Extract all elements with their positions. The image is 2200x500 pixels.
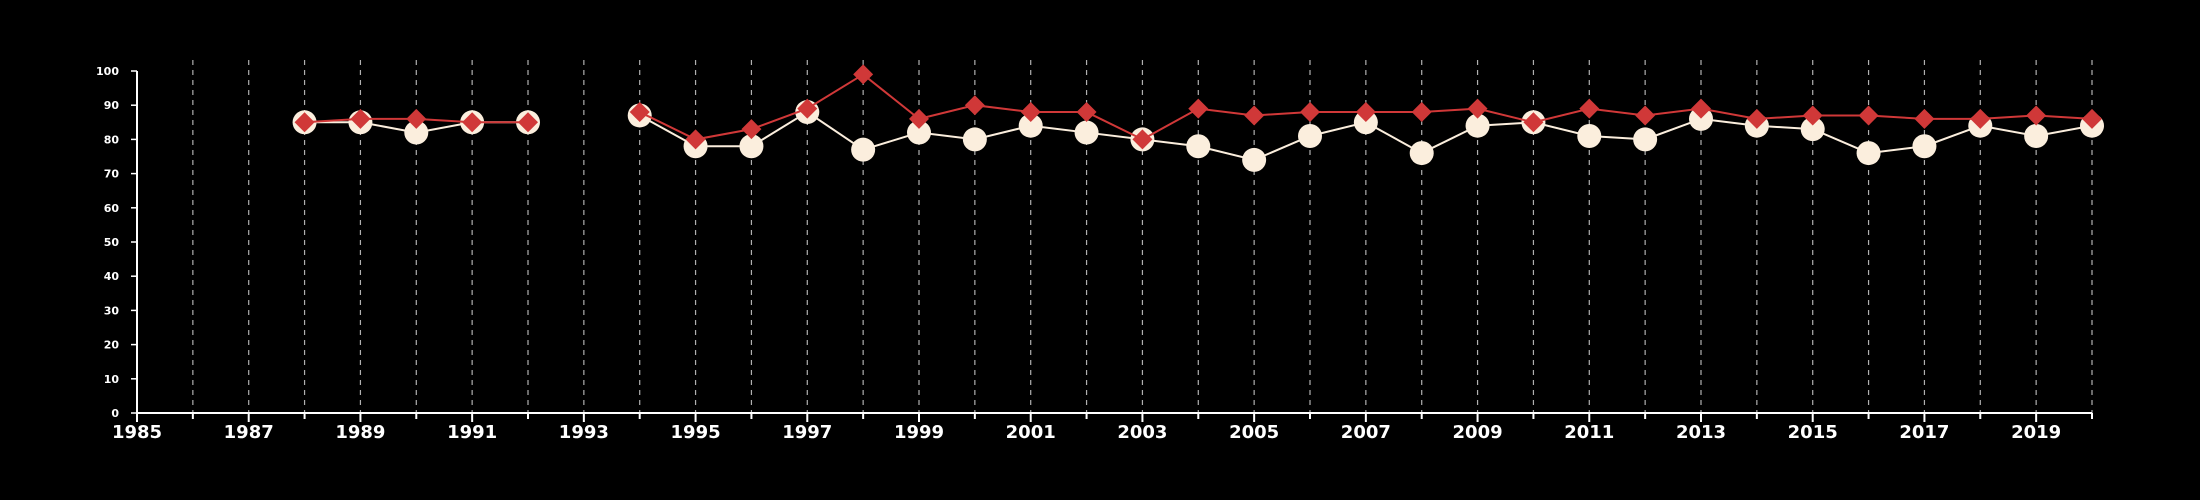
series-2	[294, 64, 2102, 150]
data-point	[964, 95, 985, 116]
x-tick-label: 2007	[1341, 422, 1391, 443]
y-tick-label: 80	[104, 133, 120, 146]
x-axis-ticks: 1985 1987 1989 1991 1993 1995 1997 1999 2001 2003…	[112, 413, 2093, 443]
data-point	[739, 134, 764, 159]
y-tick-label: 50	[104, 236, 120, 249]
data-point	[1411, 102, 1432, 123]
data-point	[741, 119, 762, 140]
x-tick-label: 2013	[1676, 422, 1726, 443]
data-point	[1186, 134, 1211, 159]
data-point	[685, 129, 706, 150]
y-tick-label: 40	[104, 270, 120, 283]
data-point	[1409, 141, 1434, 166]
y-tick-label: 30	[104, 304, 120, 317]
y-tick-label: 10	[104, 373, 120, 386]
data-point	[1244, 105, 1265, 126]
x-tick-label: 1999	[894, 422, 944, 443]
data-point	[1242, 147, 1267, 172]
data-point	[797, 98, 818, 119]
x-tick-label: 2009	[1453, 422, 1503, 443]
data-point	[1353, 110, 1378, 135]
data-point	[1132, 129, 1153, 150]
data-point	[1188, 98, 1209, 119]
data-point	[404, 120, 429, 145]
data-point	[853, 64, 874, 85]
x-tick-label: 1993	[559, 422, 609, 443]
data-point	[1914, 108, 1935, 129]
x-tick-label: 2015	[1788, 422, 1838, 443]
x-tick-label: 2011	[1564, 422, 1614, 443]
series-layer	[292, 64, 2104, 172]
x-tick-label: 2017	[1899, 422, 1949, 443]
x-tick-label: 1991	[447, 422, 497, 443]
y-tick-label: 70	[104, 168, 120, 181]
x-tick-label: 2019	[2011, 422, 2061, 443]
data-point	[518, 112, 538, 133]
data-point	[909, 108, 929, 129]
data-point	[2024, 123, 2049, 148]
y-tick-label: 20	[104, 339, 120, 352]
data-point	[1465, 113, 1490, 138]
axes	[136, 71, 2092, 414]
data-point	[1018, 113, 1043, 138]
data-point	[1912, 134, 1937, 159]
y-tick-label: 90	[104, 99, 120, 112]
data-point	[1577, 123, 1602, 148]
data-point	[1633, 127, 1658, 152]
x-tick-label: 2003	[1117, 422, 1167, 443]
data-point	[1074, 120, 1099, 145]
data-point	[1970, 108, 1991, 129]
data-point	[406, 108, 427, 129]
data-point	[1467, 98, 1488, 119]
data-point	[1020, 102, 1041, 123]
data-point	[294, 112, 315, 133]
x-tick-label: 1995	[671, 422, 721, 443]
data-point	[1300, 102, 1320, 123]
data-point	[1076, 102, 1097, 123]
data-point	[1858, 105, 1879, 126]
y-tick-label: 0	[111, 407, 119, 420]
data-point	[1523, 112, 1544, 133]
data-point	[1802, 105, 1823, 126]
data-point	[1856, 141, 1881, 166]
y-axis-ticks: 0 10 20 30 40 50 60 70 80 90 100	[96, 65, 137, 420]
data-point	[1635, 105, 1656, 126]
data-point	[462, 112, 483, 133]
data-point	[1298, 123, 1322, 148]
data-point	[851, 137, 876, 162]
data-point	[907, 120, 931, 145]
data-point	[1355, 102, 1376, 123]
x-tick-label: 2001	[1006, 422, 1056, 443]
x-tick-label: 1989	[335, 422, 385, 443]
data-point	[2082, 108, 2102, 129]
data-point	[962, 127, 987, 152]
x-tick-label: 1985	[112, 422, 162, 443]
data-point	[1746, 108, 1767, 129]
x-tick-label: 1987	[224, 422, 274, 443]
y-tick-label: 60	[104, 202, 120, 215]
data-point	[350, 108, 371, 129]
x-tick-label: 2005	[1229, 422, 1279, 443]
data-point	[1800, 117, 1825, 142]
data-point	[629, 102, 650, 123]
data-point	[1691, 98, 1711, 119]
grid-lines	[192, 60, 2093, 413]
x-tick-label: 1997	[782, 422, 832, 443]
y-tick-label: 100	[96, 65, 119, 78]
data-point	[1579, 98, 1600, 119]
data-point	[1689, 106, 1713, 131]
data-point	[2026, 105, 2047, 126]
